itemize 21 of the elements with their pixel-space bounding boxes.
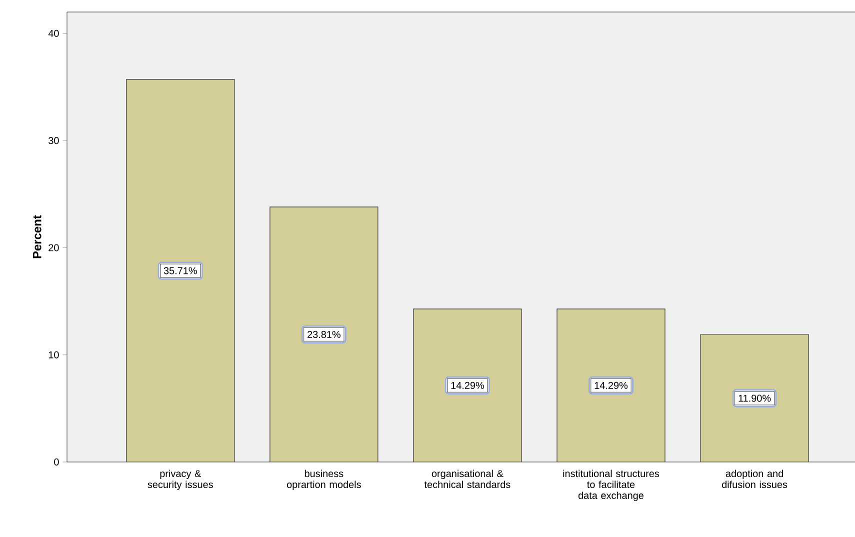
bar (126, 79, 235, 462)
bar (700, 334, 809, 462)
x-tick-label: privacy & security issues (148, 470, 213, 490)
data-label: 14.29% (594, 382, 628, 389)
x-tick-label: adoption and difusion issues (722, 470, 788, 488)
bar (556, 308, 666, 462)
y-tick-label: 30 (48, 137, 59, 144)
bar (413, 308, 522, 462)
bar (270, 206, 378, 462)
x-tick-label: institutional structures to facilitate data exchange (563, 470, 660, 501)
data-label: 35.71% (164, 267, 197, 274)
y-tick-label: 0 (54, 458, 59, 466)
x-tick-label: business oprartion models (286, 470, 361, 490)
data-label: 23.81% (308, 330, 340, 338)
y-axis-title: Percent (32, 215, 42, 258)
data-label: 11.90% (738, 394, 771, 402)
y-tick-label: 40 (48, 30, 59, 37)
x-tick-label: organisational & technical standards (424, 470, 510, 488)
y-tick-label: 10 (48, 351, 59, 358)
y-tick-label: 20 (48, 244, 59, 252)
data-label: 14.29% (451, 382, 484, 389)
